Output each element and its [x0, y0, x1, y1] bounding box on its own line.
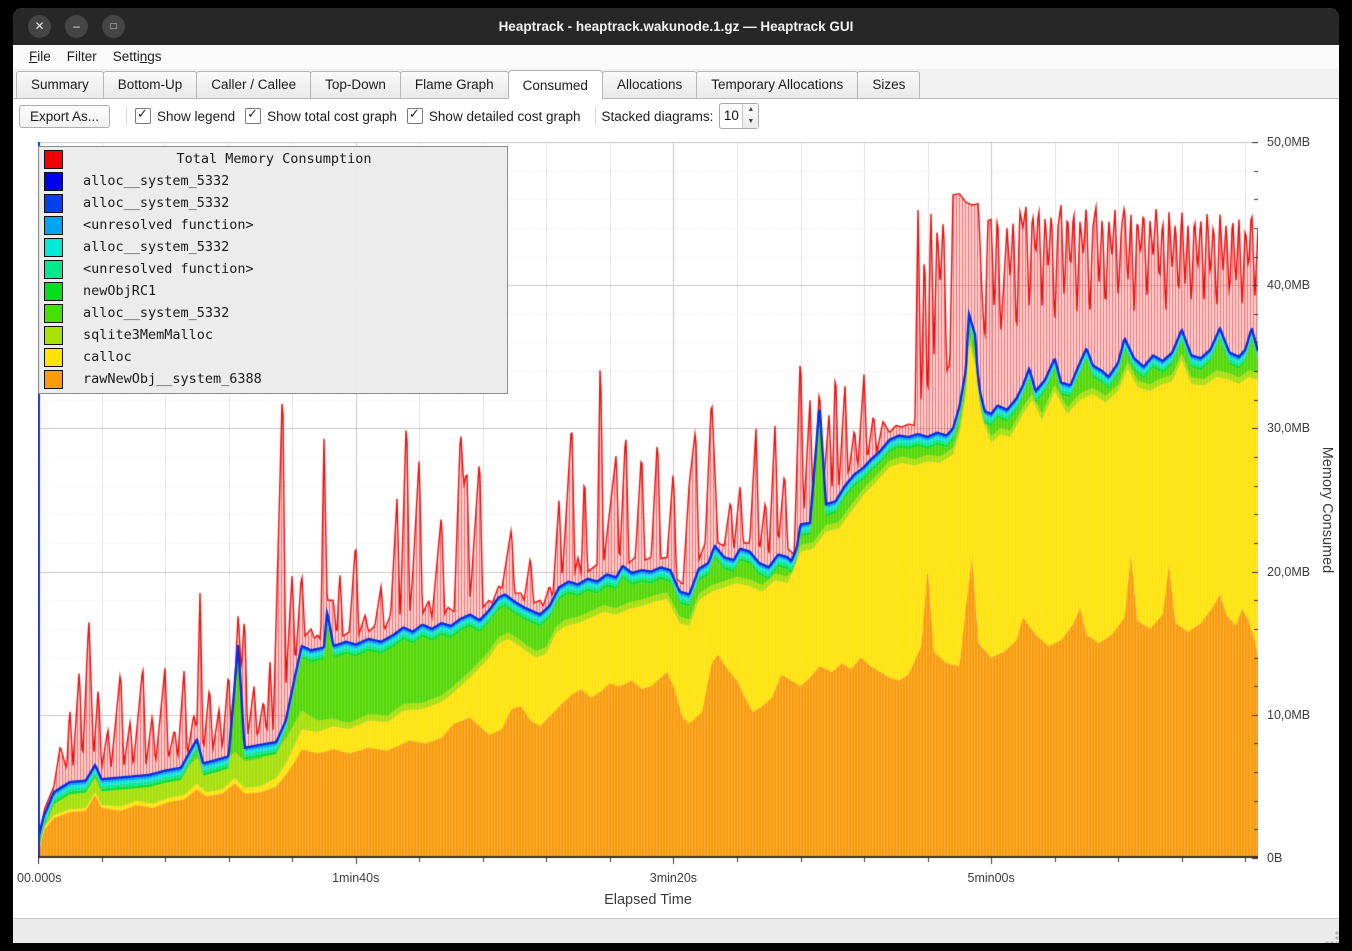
legend-swatch: [44, 260, 63, 279]
check-icon: ✓: [137, 106, 148, 122]
legend-label: calloc: [83, 349, 132, 365]
spinner-arrows: ▲ ▼: [742, 104, 758, 128]
stacked-diagrams-control: Stacked diagrams: 10 ▲ ▼: [602, 103, 760, 129]
legend-item-calloc-9: calloc: [39, 346, 507, 368]
legend-label: newObjRC1: [83, 283, 156, 299]
toolbar-separator: [126, 106, 127, 126]
legend-item-unresolved-function-5: <unresolved function>: [39, 258, 507, 280]
menu-item-filter[interactable]: Filter: [59, 46, 105, 68]
legend-swatch: [44, 326, 63, 345]
legend-item-alloc-system-5332-1: alloc__system_5332: [39, 170, 507, 192]
y-tick-20-0mb: 20,0MB: [1267, 565, 1310, 579]
legend-swatch: [44, 238, 63, 257]
legend-item-sqlite3memmalloc-8: sqlite3MemMalloc: [39, 324, 507, 346]
stacked-diagrams-spinbox[interactable]: 10 ▲ ▼: [719, 103, 759, 129]
tab-consumed[interactable]: Consumed: [508, 70, 603, 99]
stacked-diagrams-value[interactable]: 10: [720, 104, 742, 128]
legend-item-alloc-system-5332-4: alloc__system_5332: [39, 236, 507, 258]
x-tick-00-000s: 00.000s: [17, 871, 61, 885]
status-bar: [13, 918, 1339, 943]
legend-label: alloc__system_5332: [83, 173, 229, 189]
legend-swatch: [44, 194, 63, 213]
export-as-button[interactable]: Export As...: [19, 105, 110, 128]
x-tick-1min40s: 1min40s: [332, 871, 379, 885]
legend-item-total-memory-consumption-0: Total Memory Consumption: [39, 148, 507, 170]
resize-grip-icon[interactable]: [1320, 926, 1334, 940]
menu-item-file[interactable]: File: [21, 46, 59, 68]
x-tick-3min20s: 3min20s: [650, 871, 697, 885]
checkbox-group: ✓ Show legend ✓ Show total cost graph ✓ Show …: [133, 108, 589, 124]
tab-sizes[interactable]: Sizes: [857, 71, 920, 98]
spin-down-icon[interactable]: ▼: [743, 116, 758, 128]
checkbox-show-legend[interactable]: ✓ Show legend: [135, 108, 235, 124]
legend-swatch: [44, 304, 63, 323]
title-bar[interactable]: ✕ – □ Heaptrack - heaptrack.wakunode.1.g…: [13, 8, 1339, 45]
y-tick-40-0mb: 40,0MB: [1267, 278, 1310, 292]
tab-top-down[interactable]: Top-Down: [310, 71, 401, 98]
spin-up-icon[interactable]: ▲: [743, 104, 758, 116]
tab-caller-callee[interactable]: Caller / Callee: [196, 71, 311, 98]
checkbox-show-total-cost-graph[interactable]: ✓ Show total cost graph: [245, 108, 397, 124]
legend-item-rawnewobj-system-6388-10: rawNewObj__system_6388: [39, 368, 507, 390]
window-title: Heaptrack - heaptrack.wakunode.1.gz — He…: [13, 8, 1339, 45]
legend-swatch: [44, 282, 63, 301]
legend-label: <unresolved function>: [83, 217, 254, 233]
app-window: ✕ – □ Heaptrack - heaptrack.wakunode.1.g…: [13, 8, 1339, 943]
legend-label: <unresolved function>: [83, 261, 254, 277]
y-tick-30-0mb: 30,0MB: [1267, 421, 1310, 435]
legend-label: rawNewObj__system_6388: [83, 371, 262, 387]
y-axis-title: Memory Consumed: [1319, 440, 1335, 580]
legend-label: alloc__system_5332: [83, 305, 229, 321]
legend-swatch: [44, 150, 63, 169]
legend-item-unresolved-function-3: <unresolved function>: [39, 214, 507, 236]
memory-consumption-chart: Total Memory Consumption alloc__system_53…: [13, 132, 1339, 917]
y-tick-50-0mb: 50,0MB: [1267, 135, 1310, 149]
tab-summary[interactable]: Summary: [16, 71, 104, 98]
tab-bottom-up[interactable]: Bottom-Up: [103, 71, 198, 98]
checkbox-box[interactable]: ✓: [135, 108, 151, 124]
legend-swatch: [44, 348, 63, 367]
check-icon: ✓: [247, 106, 258, 122]
checkbox-label: Show legend: [157, 109, 235, 124]
y-tick-10-0mb: 10,0MB: [1267, 708, 1310, 722]
stacked-diagrams-label: Stacked diagrams:: [602, 109, 714, 124]
legend-item-newobjrc1-6: newObjRC1: [39, 280, 507, 302]
checkbox-box[interactable]: ✓: [245, 108, 261, 124]
checkbox-label: Show total cost graph: [267, 109, 397, 124]
legend-item-alloc-system-5332-2: alloc__system_5332: [39, 192, 507, 214]
checkbox-show-detailed-cost-graph[interactable]: ✓ Show detailed cost graph: [407, 108, 581, 124]
legend-label: Total Memory Consumption: [63, 151, 485, 167]
tab-flame-graph[interactable]: Flame Graph: [400, 71, 509, 98]
legend-label: alloc__system_5332: [83, 239, 229, 255]
tab-allocations[interactable]: Allocations: [602, 71, 697, 98]
chart-legend: Total Memory Consumption alloc__system_53…: [38, 146, 508, 394]
check-icon: ✓: [409, 106, 420, 122]
menu-item-settings[interactable]: Settings: [105, 46, 170, 68]
legend-label: sqlite3MemMalloc: [83, 327, 213, 343]
y-tick-0b: 0B: [1267, 851, 1282, 865]
x-tick-5min00s: 5min00s: [968, 871, 1015, 885]
toolbar: Export As... ✓ Show legend ✓ Show total cos…: [13, 99, 1339, 133]
legend-swatch: [44, 370, 63, 389]
legend-item-alloc-system-5332-7: alloc__system_5332: [39, 302, 507, 324]
checkbox-label: Show detailed cost graph: [429, 109, 581, 124]
checkbox-box[interactable]: ✓: [407, 108, 423, 124]
x-axis-title: Elapsed Time: [38, 892, 1258, 908]
menu-bar: FileFilterSettings: [13, 45, 1339, 70]
toolbar-separator-2: [595, 106, 596, 126]
desktop: { "window": { "title": "Heaptrack - heap…: [0, 0, 1352, 951]
legend-swatch: [44, 172, 63, 191]
tab-temporary-allocations[interactable]: Temporary Allocations: [696, 71, 858, 98]
tab-bar: SummaryBottom-UpCaller / CalleeTop-DownF…: [13, 70, 1339, 99]
legend-label: alloc__system_5332: [83, 195, 229, 211]
legend-swatch: [44, 216, 63, 235]
